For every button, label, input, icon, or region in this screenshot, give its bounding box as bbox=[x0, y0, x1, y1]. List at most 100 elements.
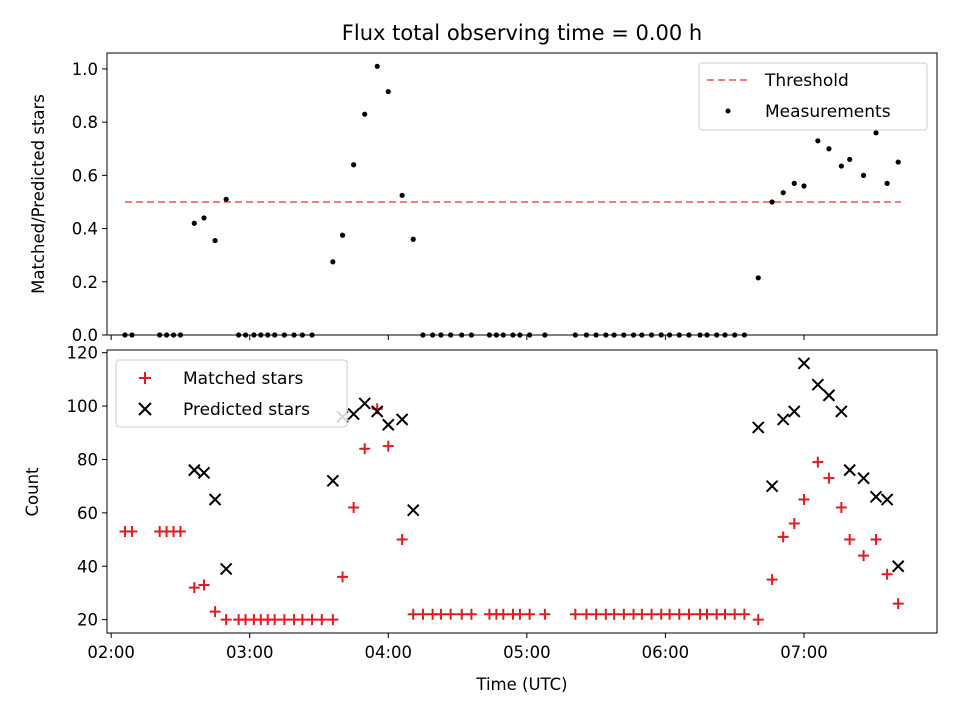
predicted-star-point bbox=[765, 479, 779, 493]
matched-star-point bbox=[777, 531, 789, 543]
matched-star-point bbox=[766, 574, 778, 586]
matched-star-point bbox=[835, 502, 847, 514]
measurement-point bbox=[847, 156, 853, 163]
matched-star-point bbox=[269, 614, 281, 626]
top-ytick-label: 0.8 bbox=[72, 113, 98, 132]
matched-star-point bbox=[126, 526, 138, 538]
matched-star-point bbox=[788, 518, 800, 530]
measurement-point bbox=[873, 130, 879, 136]
matched-star-point bbox=[881, 568, 893, 580]
predicted-star-point bbox=[891, 560, 905, 573]
matched-star-point bbox=[673, 608, 685, 620]
matched-star-point bbox=[608, 608, 620, 620]
predicted-star-point bbox=[395, 413, 409, 426]
matched-star-point bbox=[278, 614, 290, 626]
measurement-point bbox=[399, 192, 405, 198]
measurement-point bbox=[838, 163, 844, 169]
predicted-star-point bbox=[857, 471, 870, 485]
bottom-axes-frame bbox=[106, 349, 938, 634]
bottom-ytick-label: 40 bbox=[77, 557, 98, 576]
bottom-xtick-label: 06:00 bbox=[642, 643, 690, 662]
matched-star-point bbox=[569, 608, 581, 620]
measurement-point bbox=[201, 215, 207, 221]
matched-star-point bbox=[220, 614, 232, 626]
bottom-ytick-label: 60 bbox=[77, 504, 98, 523]
top-ytick-label: 0.2 bbox=[72, 273, 98, 292]
measurements-legend-swatch bbox=[725, 108, 731, 114]
matched-star-point bbox=[823, 472, 835, 484]
top-title: Flux total observing time = 0.00 h bbox=[342, 21, 702, 45]
measurement-point bbox=[191, 220, 197, 226]
predicted-star-point bbox=[197, 466, 211, 480]
matched-star-point bbox=[590, 608, 602, 620]
predicted-star-point bbox=[869, 490, 883, 504]
matched-star-point bbox=[752, 614, 764, 626]
bottom-xtick-label: 03:00 bbox=[226, 643, 274, 662]
measurements-legend-label: Measurements bbox=[765, 102, 891, 122]
matched-star-point bbox=[359, 443, 371, 455]
matched-star-point bbox=[618, 608, 630, 620]
measurement-point bbox=[769, 199, 775, 205]
matched-star-point bbox=[456, 608, 468, 620]
predicted-legend-label: Predicted stars bbox=[183, 400, 310, 420]
top-ytick-label: 0.6 bbox=[72, 166, 98, 185]
predicted-star-point bbox=[370, 405, 384, 418]
top-ylabel: Matched/Predicted stars bbox=[29, 94, 48, 294]
measurement-point bbox=[362, 111, 368, 117]
matched-star-point bbox=[892, 598, 904, 610]
bottom-ytick-label: 120 bbox=[67, 344, 99, 363]
matched-star-point bbox=[858, 550, 870, 562]
matched-star-point bbox=[636, 608, 648, 620]
measurement-point bbox=[895, 159, 901, 165]
matched-legend-swatch bbox=[139, 372, 151, 384]
bottom-ytick-label: 80 bbox=[77, 450, 98, 469]
measurement-point bbox=[223, 196, 229, 202]
measurement-point bbox=[791, 180, 797, 186]
bottom-legend: Matched stars Predicted stars bbox=[115, 359, 348, 428]
bottom-xlabel: Time (UTC) bbox=[475, 675, 567, 694]
bottom-ylabel: Count bbox=[23, 467, 42, 517]
top-legend: Threshold Measurements bbox=[698, 62, 928, 131]
matched-star-point bbox=[664, 608, 676, 620]
top-ytick-label: 1.0 bbox=[72, 60, 98, 79]
top-legend-box bbox=[698, 62, 928, 131]
matched-star-point bbox=[417, 608, 429, 620]
measurement-point bbox=[330, 259, 336, 265]
predicted-star-point bbox=[811, 378, 825, 391]
top-ytick-label: 0.4 bbox=[72, 220, 98, 239]
top-panel: Flux total observing time = 0.00 h Match… bbox=[29, 21, 938, 345]
matched-star-point bbox=[465, 608, 477, 620]
predicted-star-point bbox=[382, 418, 395, 431]
top-axes-frame bbox=[106, 52, 938, 336]
bottom-xtick-label: 07:00 bbox=[780, 643, 828, 662]
matched-star-point bbox=[719, 608, 731, 620]
predicted-star-point bbox=[752, 421, 765, 434]
predicted-star-point bbox=[208, 493, 222, 506]
matched-star-point bbox=[738, 608, 750, 620]
matched-star-point bbox=[580, 608, 592, 620]
measurement-point bbox=[410, 236, 416, 242]
measurement-point bbox=[212, 237, 218, 244]
matched-star-point bbox=[870, 534, 882, 546]
matched-star-point bbox=[407, 608, 419, 620]
matched-star-point bbox=[701, 608, 713, 620]
measurement-point bbox=[339, 232, 346, 238]
bottom-legend-box bbox=[115, 359, 348, 428]
matched-star-point bbox=[497, 608, 509, 620]
matched-star-point bbox=[382, 440, 394, 452]
matched-star-point bbox=[209, 606, 221, 618]
matched-star-point bbox=[514, 608, 526, 620]
matched-star-point bbox=[198, 579, 210, 591]
measurement-point bbox=[385, 88, 391, 95]
measurement-point bbox=[884, 180, 890, 186]
matched-star-point bbox=[435, 608, 447, 620]
predicted-star-point bbox=[797, 357, 811, 370]
predicted-legend-swatch bbox=[138, 402, 152, 416]
matched-star-point bbox=[646, 608, 658, 620]
matched-star-point bbox=[445, 608, 457, 620]
matched-star-point bbox=[174, 526, 186, 538]
predicted-star-point bbox=[835, 405, 848, 418]
matched-star-point bbox=[396, 534, 408, 546]
bottom-xtick-label: 02:00 bbox=[87, 643, 135, 662]
matched-star-point bbox=[798, 494, 810, 506]
